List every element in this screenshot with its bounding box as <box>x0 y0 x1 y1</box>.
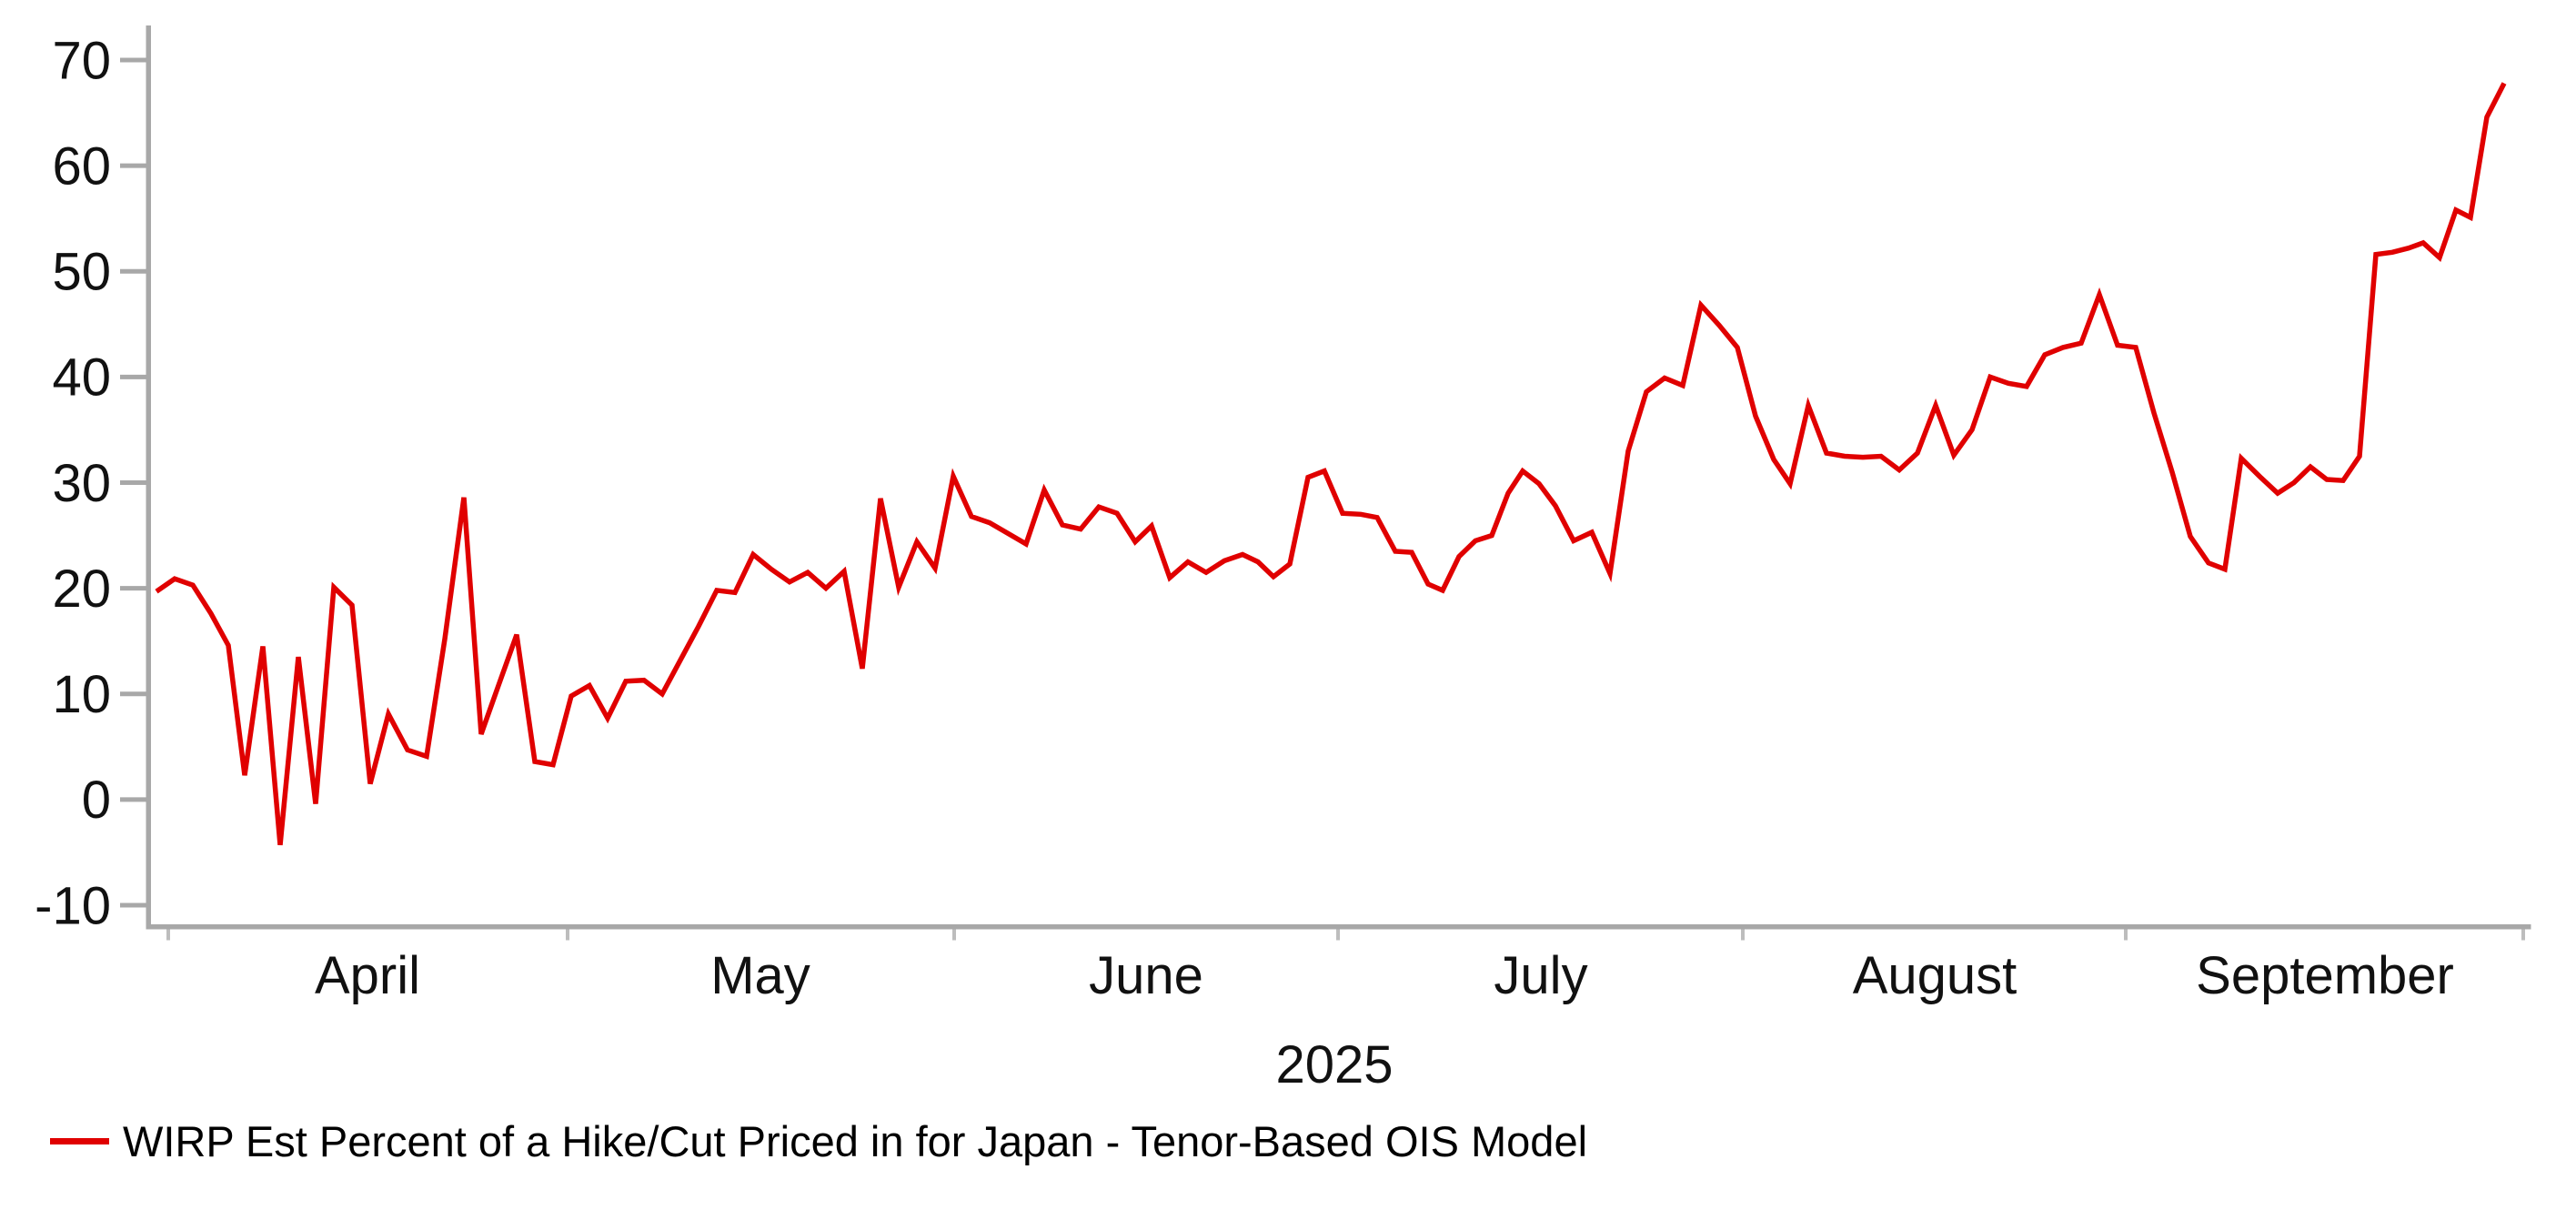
y-tick <box>120 163 146 168</box>
y-tick-label: 60 <box>52 136 111 196</box>
month-tick <box>566 929 569 941</box>
y-tick-label: 0 <box>82 771 111 830</box>
legend-line-swatch <box>50 1137 109 1144</box>
month-tick <box>2124 929 2128 941</box>
y-tick-label: -10 <box>35 876 111 935</box>
legend: WIRP Est Percent of a Hike/Cut Priced in… <box>50 1115 1587 1166</box>
year-label: 2025 <box>1275 1035 1393 1094</box>
y-tick <box>120 586 146 591</box>
month-tick <box>166 929 170 941</box>
y-tick-label: 20 <box>52 560 111 619</box>
month-label: June <box>1089 946 1203 1005</box>
y-tick-label: 50 <box>52 243 111 302</box>
y-tick-label: 70 <box>52 31 111 90</box>
y-tick <box>120 57 146 63</box>
y-tick-label: 10 <box>52 665 111 724</box>
month-label: July <box>1494 946 1587 1005</box>
month-label: September <box>2196 946 2454 1005</box>
y-tick-label: 40 <box>52 348 111 408</box>
y-tick <box>120 691 146 697</box>
month-tick <box>952 929 956 941</box>
y-tick <box>120 797 146 802</box>
y-tick <box>120 480 146 485</box>
y-axis-line <box>146 25 151 930</box>
month-label: April <box>315 946 420 1005</box>
y-tick-label: 30 <box>52 454 111 513</box>
month-tick <box>1741 929 1745 941</box>
y-tick <box>120 902 146 908</box>
y-tick <box>120 374 146 379</box>
month-label: August <box>1853 946 2018 1005</box>
y-tick <box>120 268 146 274</box>
month-tick <box>2521 929 2525 941</box>
x-axis-line <box>146 924 2531 930</box>
month-label: May <box>710 946 810 1005</box>
legend-label: WIRP Est Percent of a Hike/Cut Priced in… <box>123 1116 1588 1165</box>
series-line <box>155 82 2507 846</box>
month-tick <box>1336 929 1340 941</box>
